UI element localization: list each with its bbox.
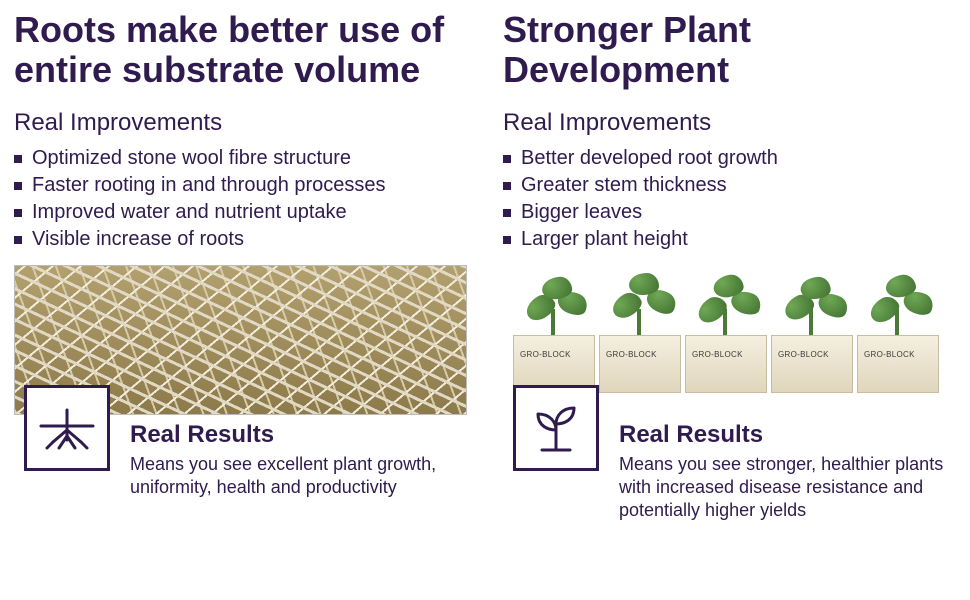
left-results-text: Real Results Means you see excellent pla… [130, 385, 467, 500]
right-improvements-title: Real Improvements [503, 109, 956, 137]
list-item: Greater stem thickness [503, 172, 956, 199]
left-heading: Roots make better use of entire substrat… [14, 10, 467, 91]
left-improvements-title: Real Improvements [14, 109, 467, 137]
left-results-body: Means you see excellent plant growth, un… [130, 453, 467, 500]
list-item: Better developed root growth [503, 145, 956, 172]
right-column: Stronger Plant Development Real Improvem… [485, 10, 956, 590]
right-results-row: Real Results Means you see stronger, hea… [503, 385, 956, 523]
sprout-icon [524, 396, 588, 460]
right-results-body: Means you see stronger, healthier plants… [619, 453, 956, 523]
sprout-icon-frame [513, 385, 599, 471]
left-results-title: Real Results [130, 421, 467, 449]
roots-icon [35, 396, 99, 460]
right-heading: Stronger Plant Development [503, 10, 956, 91]
list-item: Visible increase of roots [14, 226, 467, 253]
left-results-row: Real Results Means you see excellent pla… [14, 385, 467, 500]
list-item: Larger plant height [503, 226, 956, 253]
right-results-text: Real Results Means you see stronger, hea… [619, 385, 956, 523]
list-item: Optimized stone wool fibre structure [14, 145, 467, 172]
right-improvements-list: Better developed root growth Greater ste… [503, 145, 956, 253]
roots-icon-frame [24, 385, 110, 471]
list-item: Faster rooting in and through processes [14, 172, 467, 199]
right-results-title: Real Results [619, 421, 956, 449]
list-item: Improved water and nutrient uptake [14, 199, 467, 226]
list-item: Bigger leaves [503, 199, 956, 226]
left-improvements-list: Optimized stone wool fibre structure Fas… [14, 145, 467, 253]
left-column: Roots make better use of entire substrat… [14, 10, 485, 590]
